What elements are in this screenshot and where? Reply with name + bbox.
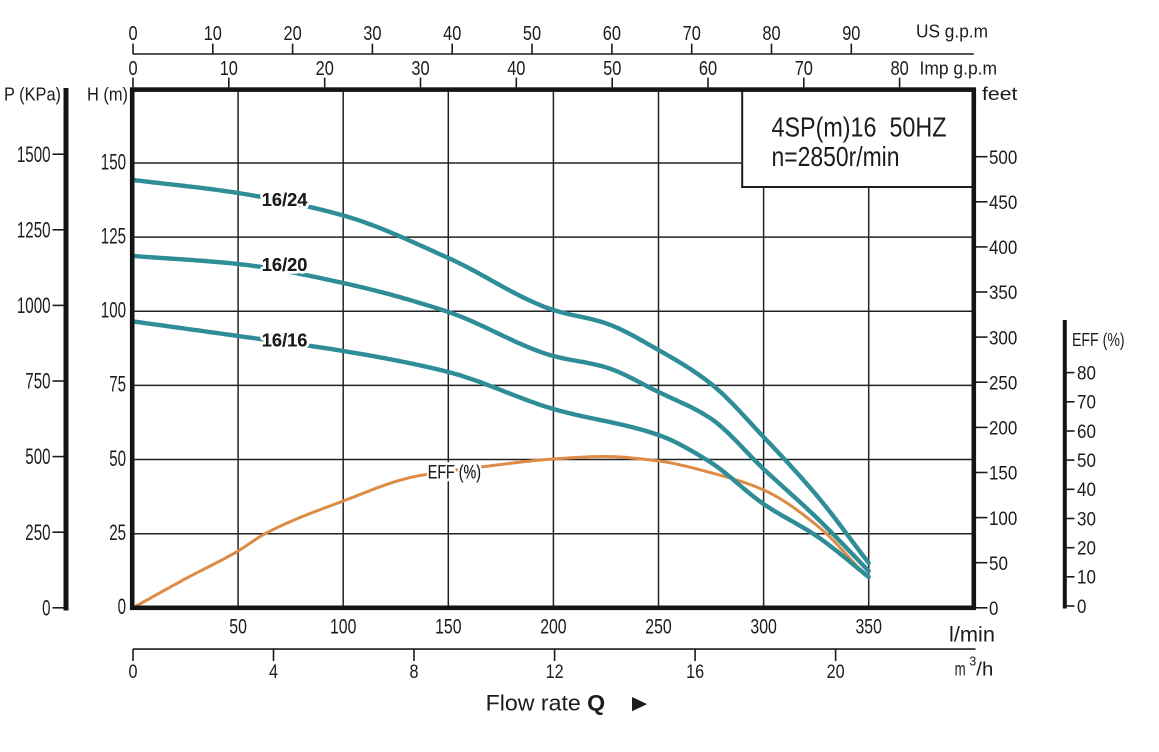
svg-text:40: 40 bbox=[443, 23, 461, 45]
svg-text:50: 50 bbox=[523, 23, 541, 45]
svg-text:12: 12 bbox=[546, 662, 564, 683]
svg-text:US g.p.m: US g.p.m bbox=[916, 21, 988, 42]
svg-text:450: 450 bbox=[989, 193, 1017, 214]
svg-text:60: 60 bbox=[603, 23, 621, 45]
svg-text:0: 0 bbox=[989, 599, 998, 620]
svg-text:70: 70 bbox=[1077, 393, 1096, 414]
svg-text:50: 50 bbox=[1077, 451, 1096, 472]
svg-text:150: 150 bbox=[989, 464, 1017, 485]
svg-text:0: 0 bbox=[129, 662, 138, 683]
svg-text:EFF (%): EFF (%) bbox=[428, 462, 481, 483]
svg-text:125: 125 bbox=[101, 223, 126, 248]
svg-text:80: 80 bbox=[1077, 364, 1096, 385]
svg-text:H (m): H (m) bbox=[87, 84, 128, 105]
svg-text:70: 70 bbox=[683, 23, 701, 45]
svg-text:m: m bbox=[955, 660, 966, 681]
svg-text:20: 20 bbox=[827, 662, 845, 683]
svg-text:20: 20 bbox=[1077, 539, 1096, 560]
svg-text:feet: feet bbox=[982, 83, 1017, 104]
svg-text:100: 100 bbox=[330, 616, 356, 639]
svg-text:100: 100 bbox=[989, 509, 1017, 530]
svg-text:0: 0 bbox=[1077, 597, 1086, 618]
svg-text:300: 300 bbox=[750, 616, 776, 639]
svg-text:250: 250 bbox=[25, 520, 50, 545]
svg-text:l/min: l/min bbox=[949, 624, 995, 647]
svg-text:/h: /h bbox=[976, 660, 993, 681]
svg-text:30: 30 bbox=[411, 58, 429, 80]
svg-text:500: 500 bbox=[25, 444, 50, 469]
svg-text:250: 250 bbox=[645, 616, 671, 639]
svg-text:200: 200 bbox=[540, 616, 566, 639]
svg-text:4: 4 bbox=[269, 662, 278, 683]
svg-text:P (KPa): P (KPa) bbox=[4, 84, 61, 105]
svg-text:EFF (%): EFF (%) bbox=[428, 462, 481, 483]
svg-text:1250: 1250 bbox=[17, 217, 51, 242]
svg-text:0: 0 bbox=[118, 594, 126, 619]
svg-text:400: 400 bbox=[989, 238, 1017, 259]
svg-text:150: 150 bbox=[435, 616, 461, 639]
svg-text:16: 16 bbox=[686, 662, 704, 683]
svg-text:30: 30 bbox=[1077, 509, 1096, 530]
svg-text:350: 350 bbox=[989, 283, 1017, 304]
svg-text:350: 350 bbox=[856, 616, 882, 639]
svg-text:16/16: 16/16 bbox=[262, 330, 308, 351]
svg-text:150: 150 bbox=[101, 149, 126, 174]
svg-text:3: 3 bbox=[969, 654, 976, 669]
svg-text:50: 50 bbox=[229, 616, 247, 639]
svg-text:40: 40 bbox=[1077, 480, 1096, 501]
svg-text:30: 30 bbox=[363, 23, 381, 45]
svg-text:90: 90 bbox=[842, 23, 860, 45]
svg-text:20: 20 bbox=[284, 23, 302, 45]
svg-text:50: 50 bbox=[603, 58, 621, 80]
svg-text:100: 100 bbox=[101, 298, 126, 323]
svg-text:10: 10 bbox=[1077, 568, 1096, 589]
svg-text:80: 80 bbox=[762, 23, 780, 45]
svg-text:70: 70 bbox=[795, 58, 813, 80]
svg-text:0: 0 bbox=[42, 595, 50, 620]
svg-text:16/24: 16/24 bbox=[262, 189, 308, 210]
svg-text:Flow rate Q: Flow rate Q bbox=[486, 691, 606, 716]
svg-text:Imp g.p.m: Imp g.p.m bbox=[920, 58, 998, 79]
svg-text:75: 75 bbox=[109, 372, 126, 397]
svg-text:10: 10 bbox=[204, 23, 222, 45]
svg-text:1000: 1000 bbox=[17, 293, 51, 318]
svg-text:300: 300 bbox=[989, 328, 1017, 349]
svg-text:200: 200 bbox=[989, 419, 1017, 440]
svg-text:0: 0 bbox=[128, 58, 137, 80]
svg-text:10: 10 bbox=[220, 58, 238, 80]
svg-text:500: 500 bbox=[989, 148, 1017, 169]
svg-text:16/16: 16/16 bbox=[262, 330, 308, 351]
svg-text:25: 25 bbox=[109, 520, 126, 545]
svg-text:0: 0 bbox=[128, 23, 137, 45]
svg-text:60: 60 bbox=[1077, 422, 1096, 443]
svg-text:n=2850r/min: n=2850r/min bbox=[772, 141, 900, 172]
svg-text:4SP(m)16 50HZ: 4SP(m)16 50HZ bbox=[772, 112, 947, 143]
svg-text:8: 8 bbox=[410, 662, 419, 683]
svg-text:50: 50 bbox=[109, 446, 126, 471]
svg-text:50: 50 bbox=[989, 554, 1008, 575]
svg-text:40: 40 bbox=[507, 58, 525, 80]
svg-text:EFF (%): EFF (%) bbox=[1072, 329, 1125, 350]
svg-text:20: 20 bbox=[316, 58, 334, 80]
svg-text:1500: 1500 bbox=[17, 142, 51, 167]
svg-text:16/24: 16/24 bbox=[262, 189, 308, 210]
svg-text:80: 80 bbox=[891, 58, 909, 80]
svg-text:750: 750 bbox=[25, 369, 50, 394]
svg-text:250: 250 bbox=[989, 373, 1017, 394]
svg-text:16/20: 16/20 bbox=[262, 254, 308, 275]
svg-text:16/20: 16/20 bbox=[262, 254, 308, 275]
svg-text:60: 60 bbox=[699, 58, 717, 80]
